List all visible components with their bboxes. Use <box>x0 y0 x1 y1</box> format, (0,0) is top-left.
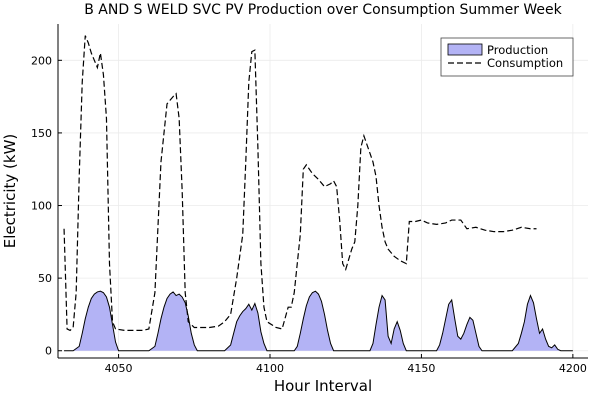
y-axis-label: Electricity (kW) <box>1 134 19 249</box>
chart-title: B AND S WELD SVC PV Production over Cons… <box>84 2 562 18</box>
legend-production-swatch <box>447 43 483 56</box>
x-tick-label: 4050 <box>105 362 133 375</box>
production-line <box>64 290 573 352</box>
y-ticks: 0 50 100 150 200 <box>31 54 62 358</box>
plot-series <box>63 35 573 352</box>
y-tick-label: 200 <box>31 54 52 67</box>
x-axis-label: Hour Interval <box>274 377 372 395</box>
x-tick-label: 4100 <box>256 362 284 375</box>
axes <box>57 24 588 359</box>
y-tick-label: 50 <box>38 272 52 285</box>
x-ticks: 4050 4100 4150 4200 <box>105 354 587 375</box>
x-tick-label: 4200 <box>559 362 587 375</box>
production-area <box>64 291 573 351</box>
y-tick-label: 0 <box>45 345 52 358</box>
legend-consumption-label: Consumption <box>487 56 563 70</box>
consumption-line <box>63 35 537 332</box>
y-tick-label: 100 <box>31 200 52 213</box>
y-tick-label: 150 <box>31 127 52 140</box>
x-tick-label: 4150 <box>407 362 435 375</box>
legend: Production Consumption <box>440 37 574 77</box>
legend-production-label: Production <box>487 43 548 57</box>
